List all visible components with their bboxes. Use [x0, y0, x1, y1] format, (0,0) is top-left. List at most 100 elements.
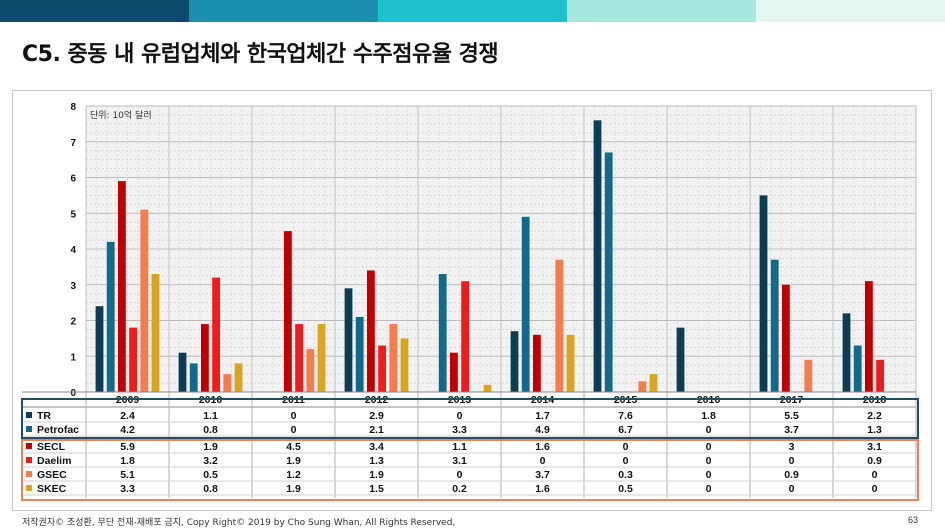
top-color-segment-4 — [567, 0, 756, 22]
table-value-gsec: 0.5 — [203, 469, 218, 481]
table-value-secl: 3.4 — [369, 441, 384, 453]
table-value-gsec: 0 — [457, 469, 463, 481]
bar-gsec-2010 — [223, 374, 232, 392]
bar-gsec-2011 — [306, 349, 315, 392]
table-value-gsec: 1.9 — [369, 469, 384, 481]
table-value-petrofac: 3.3 — [452, 424, 467, 436]
y-tick-label: 2 — [70, 317, 76, 328]
bar-skec-2011 — [317, 324, 326, 392]
table-value-daelim: 0 — [789, 455, 795, 467]
bar-gsec-2012 — [389, 324, 398, 392]
table-value-tr: 7.6 — [618, 410, 633, 422]
table-value-daelim: 3.1 — [452, 455, 467, 467]
bar-tr-2015 — [593, 120, 602, 393]
bar-secl-2018 — [865, 281, 873, 392]
bar-tr-2014 — [510, 331, 519, 392]
table-value-gsec: 5.1 — [120, 469, 135, 481]
y-tick-label: 6 — [70, 174, 76, 185]
bar-gsec-2014 — [555, 259, 564, 392]
table-value-skec: 0.5 — [618, 483, 633, 495]
table-value-secl: 1.9 — [203, 441, 218, 453]
table-value-petrofac: 0 — [291, 424, 297, 436]
table-value-tr: 0 — [457, 410, 463, 422]
table-value-petrofac: 4.2 — [120, 424, 135, 436]
table-value-petrofac: 3.7 — [784, 424, 799, 436]
y-tick-label: 7 — [70, 138, 76, 149]
legend-label-skec: SKEC — [37, 483, 67, 495]
table-value-tr: 1.7 — [535, 410, 550, 422]
table-value-tr: 1.8 — [701, 410, 716, 422]
legend-key-skec — [26, 485, 32, 491]
top-color-segment-3 — [378, 0, 567, 22]
legend-key-tr — [26, 412, 32, 418]
bar-petrofac-2018 — [853, 345, 862, 392]
bar-gsec-2015 — [638, 381, 647, 392]
table-value-daelim: 0 — [623, 455, 629, 467]
bar-daelim-2010 — [212, 277, 220, 392]
bar-secl-2010 — [201, 324, 209, 392]
bar-petrofac-2017 — [770, 259, 779, 392]
table-value-gsec: 3.7 — [535, 469, 550, 481]
table-value-gsec: 0.3 — [618, 469, 633, 481]
table-value-skec: 0.2 — [452, 483, 467, 495]
bar-daelim-2011 — [295, 324, 303, 392]
y-tick-label: 3 — [70, 281, 76, 292]
bar-tr-2016 — [676, 327, 685, 392]
bar-secl-2013 — [450, 352, 458, 392]
table-value-skec: 3.3 — [120, 483, 135, 495]
bar-petrofac-2014 — [521, 216, 530, 392]
table-value-skec: 1.5 — [369, 483, 384, 495]
table-value-daelim: 0.9 — [867, 455, 882, 467]
top-color-segment-5 — [756, 0, 945, 22]
bar-skec-2014 — [566, 334, 575, 392]
bar-secl-2012 — [367, 270, 375, 392]
top-color-segment-1 — [0, 0, 189, 22]
bar-secl-2017 — [782, 284, 790, 392]
table-value-petrofac: 4.9 — [535, 424, 550, 436]
y-tick-label: 4 — [70, 245, 76, 256]
table-value-tr: 1.1 — [203, 410, 218, 422]
bar-gsec-2009 — [140, 209, 149, 392]
bar-skec-2010 — [234, 363, 243, 392]
table-value-daelim: 1.8 — [120, 455, 135, 467]
bar-secl-2009 — [118, 181, 126, 392]
table-value-skec: 0 — [789, 483, 795, 495]
bar-skec-2013 — [483, 384, 492, 392]
table-value-gsec: 0 — [706, 469, 712, 481]
table-value-skec: 0.8 — [203, 483, 218, 495]
table-value-tr: 0 — [291, 410, 297, 422]
legend-label-tr: TR — [37, 410, 51, 422]
bar-daelim-2013 — [461, 281, 469, 392]
legend-label-secl: SECL — [37, 441, 66, 453]
table-value-gsec: 1.2 — [286, 469, 301, 481]
europe-group-box — [21, 398, 919, 439]
table-value-tr: 2.9 — [369, 410, 384, 422]
table-value-gsec: 0.9 — [784, 469, 799, 481]
table-value-daelim: 0 — [706, 455, 712, 467]
table-value-tr: 2.2 — [867, 410, 882, 422]
y-tick-label: 5 — [70, 209, 76, 220]
y-tick-label: 1 — [70, 352, 76, 363]
bar-tr-2009 — [95, 306, 104, 392]
chart-frame — [12, 90, 932, 511]
table-value-daelim: 1.9 — [286, 455, 301, 467]
page-number: 63 — [908, 515, 919, 525]
bar-petrofac-2010 — [189, 363, 198, 392]
bar-skec-2009 — [151, 274, 160, 392]
table-value-daelim: 0 — [540, 455, 546, 467]
table-value-secl: 0 — [706, 441, 712, 453]
bars — [95, 120, 884, 393]
bar-daelim-2009 — [129, 327, 137, 392]
legend-label-gsec: GSEC — [37, 469, 67, 481]
table-value-petrofac: 0 — [706, 424, 712, 436]
table-value-petrofac: 1.3 — [867, 424, 882, 436]
legend-key-secl — [26, 443, 32, 449]
bar-petrofac-2009 — [106, 241, 115, 392]
y-tick-label: 8 — [70, 102, 76, 113]
legend-label-petrofac: Petrofac — [37, 424, 79, 436]
bar-tr-2018 — [842, 313, 851, 392]
table-value-secl: 1.6 — [535, 441, 550, 453]
y-tick-label: 0 — [70, 388, 76, 399]
bar-skec-2012 — [400, 338, 409, 392]
